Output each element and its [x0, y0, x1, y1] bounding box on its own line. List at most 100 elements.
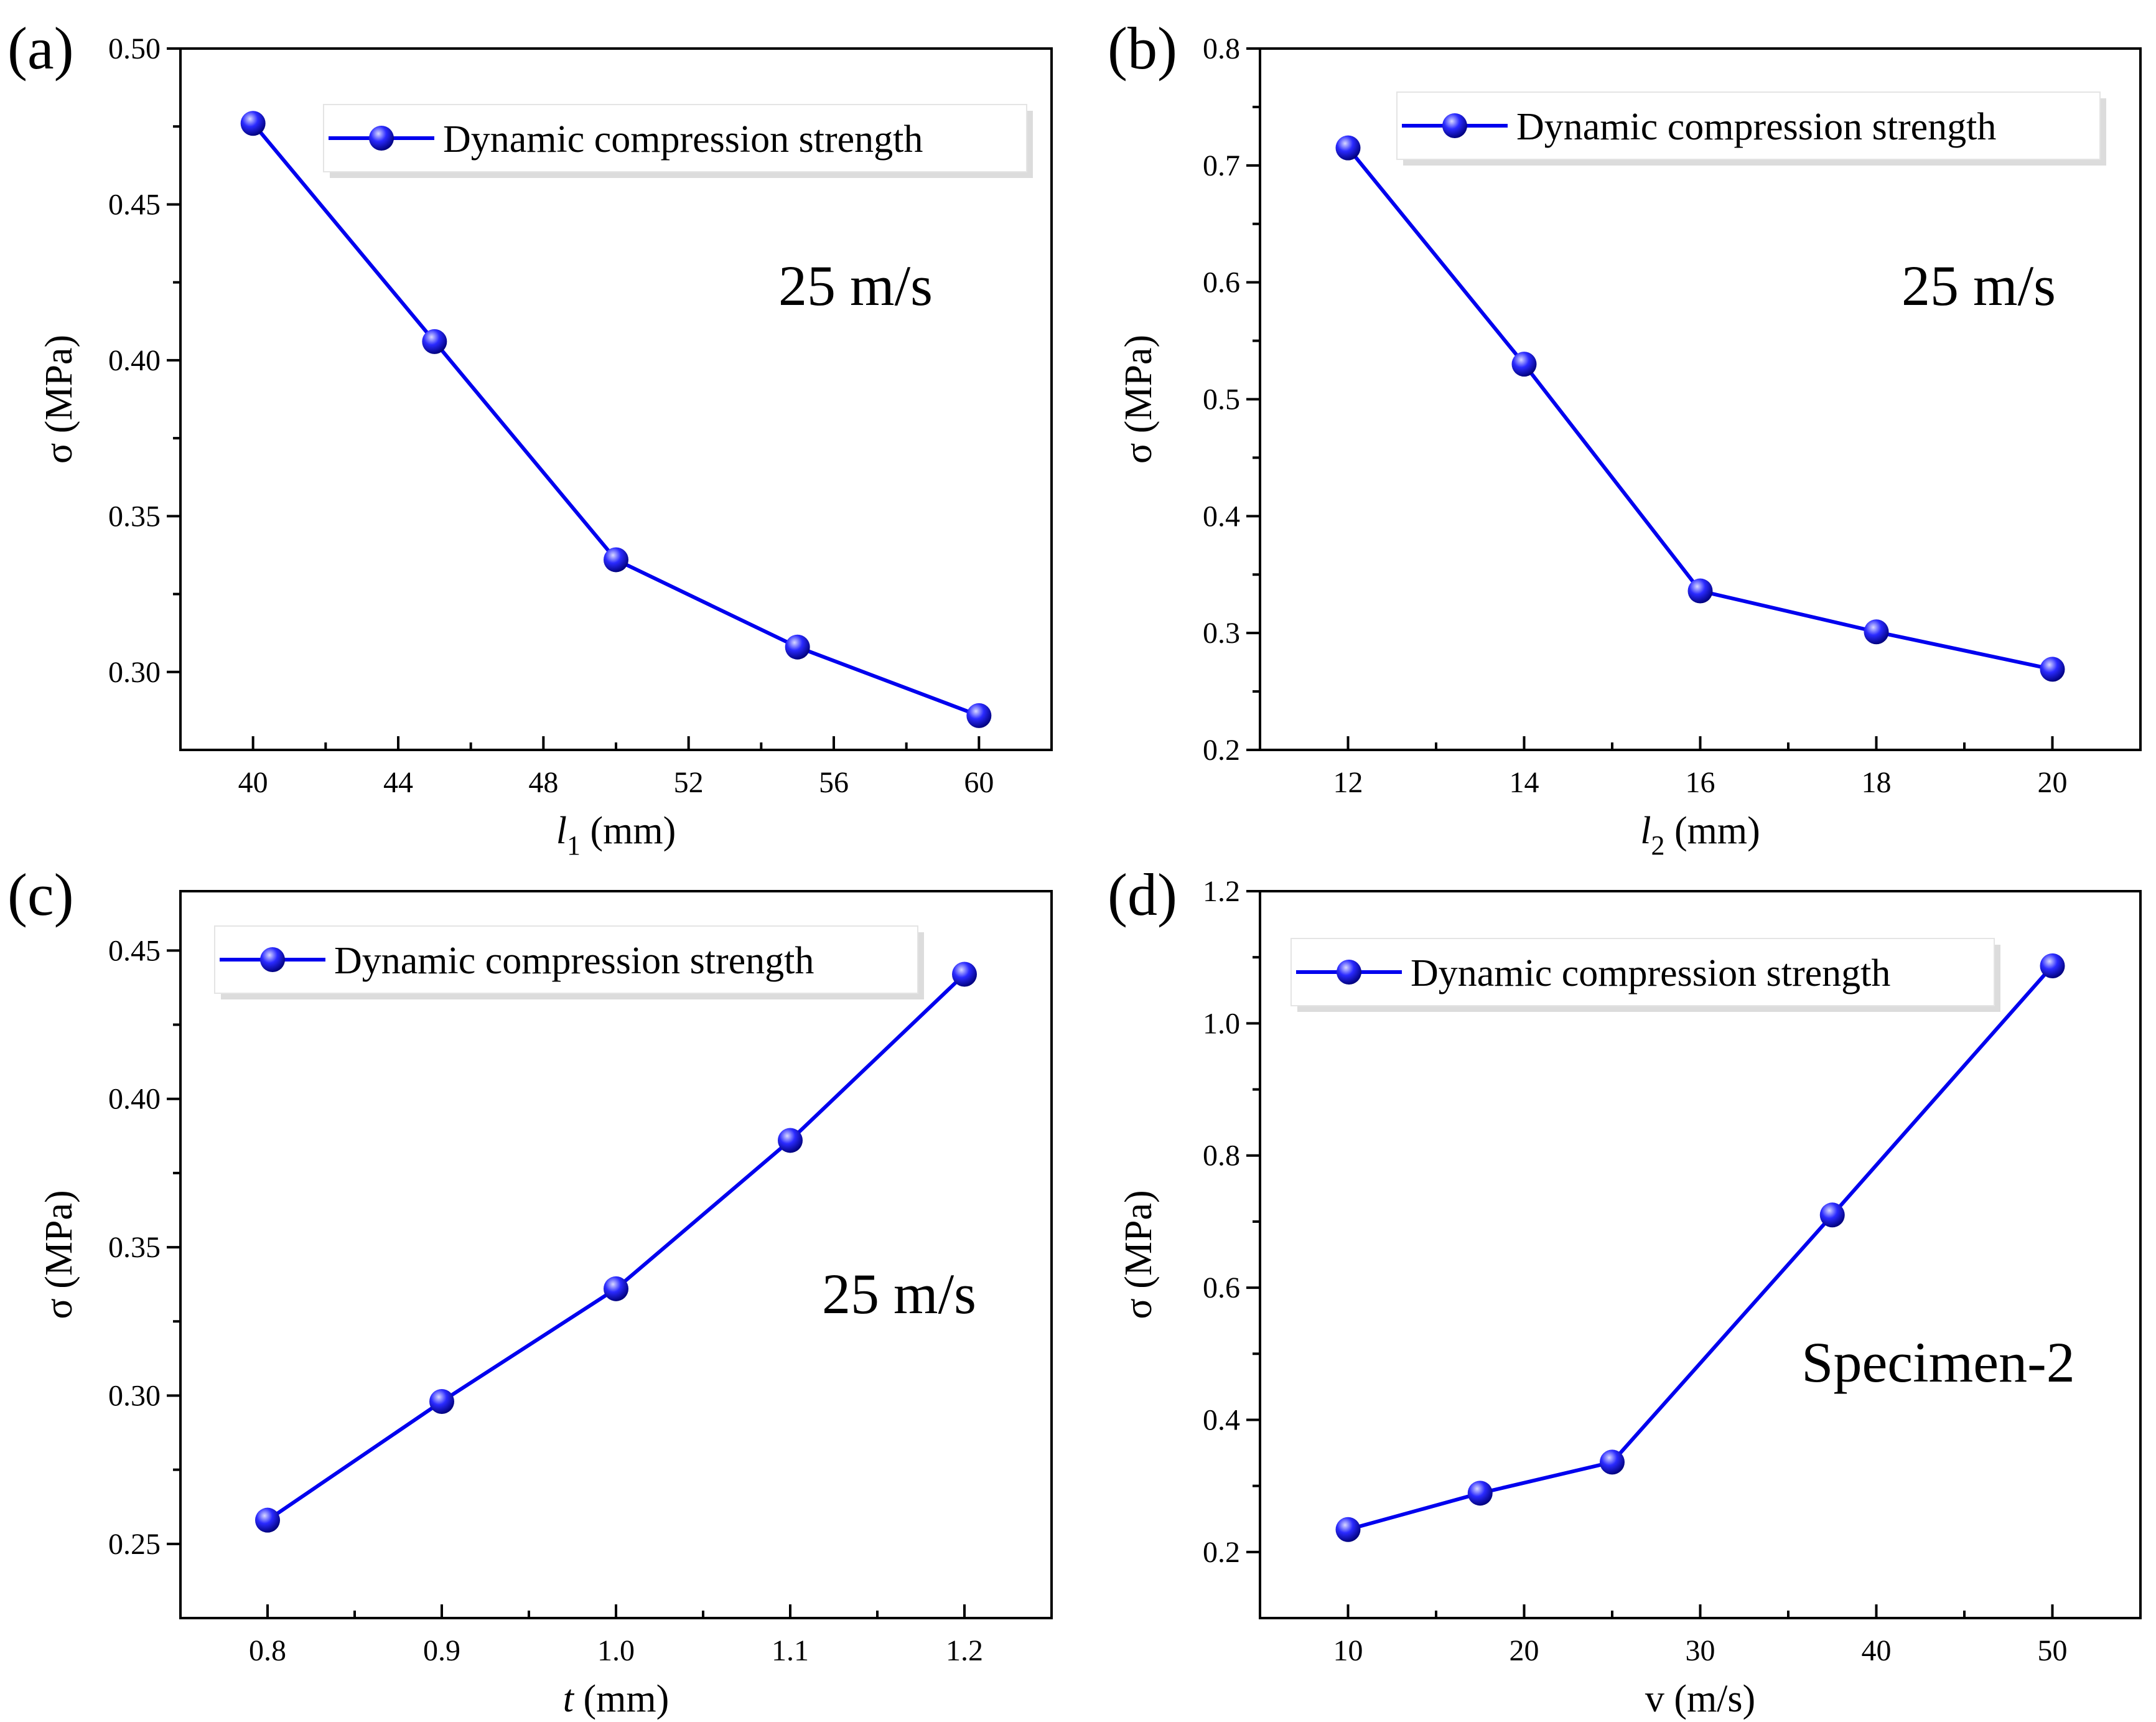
data-point: [785, 634, 810, 660]
x-tick-label: 48: [528, 766, 558, 799]
x-axis-title: l1 (mm): [556, 810, 676, 861]
series-line: [266, 973, 966, 1522]
x-axis-title: t (mm): [563, 1678, 669, 1720]
legend-box: [1290, 938, 1995, 1006]
y-tick-label: 0.7: [1203, 149, 1240, 182]
x-tick-label: 0.8: [249, 1634, 286, 1667]
x-axis-variable: l: [556, 810, 567, 852]
legend-marker-swatch: [369, 126, 394, 151]
legend-marker-swatch: [1442, 113, 1467, 138]
data-point: [1467, 1481, 1493, 1506]
y-tick-label: 0.40: [108, 1083, 161, 1116]
y-tick-label: 0.30: [108, 1379, 161, 1412]
x-axis-unit: v (m/s): [1645, 1678, 1755, 1720]
x-tick-label: 10: [1333, 1634, 1363, 1667]
y-tick-label: 0.2: [1203, 734, 1240, 767]
x-tick-label: 14: [1510, 766, 1539, 799]
y-tick-label: 0.6: [1203, 266, 1240, 299]
condition-annotation: 25 m/s: [1902, 254, 2056, 317]
x-tick-label: 44: [383, 766, 413, 799]
y-tick-label: 0.45: [108, 188, 161, 221]
x-tick-label: 12: [1333, 766, 1363, 799]
x-axis-unit: (mm): [1664, 810, 1760, 852]
y-tick-label: 0.2: [1203, 1536, 1240, 1569]
series-line: [251, 122, 980, 718]
panel-label: (a): [7, 15, 74, 82]
panel-label: (b): [1108, 15, 1177, 82]
condition-annotation: 25 m/s: [822, 1262, 976, 1326]
y-tick-label: 0.8: [1203, 32, 1240, 65]
y-tick-label: 0.4: [1203, 500, 1240, 533]
x-tick-label: 52: [674, 766, 704, 799]
data-point: [2040, 953, 2065, 978]
x-tick-label: 1.1: [772, 1634, 809, 1667]
data-point: [422, 329, 447, 354]
x-tick-label: 40: [1862, 1634, 1892, 1667]
y-tick-label: 0.45: [108, 934, 161, 967]
chart-panel-b: 12 14 16 18 200.20.30.40.50.60.70.8σ (MPa)l2…: [1108, 15, 2142, 861]
y-tick-label: 0.35: [108, 1231, 161, 1264]
x-tick-label: 1.0: [597, 1634, 635, 1667]
x-axis-title: v (m/s): [1645, 1678, 1755, 1720]
data-point: [604, 547, 628, 573]
legend-label: Dynamic compression strength: [1411, 952, 1890, 994]
legend-box: [214, 925, 918, 994]
chart-panel-c: 0.8 0.9 1.0 1.1 1.2 0.25 0.30 0.35 0.40 0.45 σ (MP…: [7, 861, 1053, 1720]
legend-box: [1396, 91, 2101, 160]
chart-panel-d: 10 20 30 40 50 0.2 0.4 0.6 0.8 1.0 1.2 σ (MPa) v (m/…: [1108, 861, 2142, 1720]
data-point: [429, 1388, 454, 1414]
x-tick-label: 56: [819, 766, 849, 799]
y-tick-label: 1.0: [1203, 1007, 1240, 1040]
y-axis-title: σ (MPa): [38, 335, 80, 464]
y-tick-label: 0.4: [1203, 1403, 1240, 1436]
x-axis-subscript: 1: [567, 830, 581, 861]
data-point: [778, 1128, 803, 1153]
x-axis-title: l2 (mm): [1640, 810, 1760, 861]
x-tick-label: 60: [964, 766, 994, 799]
y-tick-label: 0.25: [108, 1528, 161, 1561]
x-tick-label: 0.9: [423, 1634, 460, 1667]
plot-frame: [179, 890, 1053, 1619]
chart-panel-a: 40 44 48 52 56 60 0.30 0.35 0.40 0.45 0.50 σ (MPa) l…: [7, 15, 1053, 861]
data-point: [1511, 352, 1537, 377]
y-tick-label: 0.5: [1203, 383, 1240, 416]
y-axis-title: σ (MPa): [1118, 335, 1160, 464]
data-point: [604, 1276, 628, 1301]
x-tick-label: 16: [1686, 766, 1715, 799]
data-point: [1819, 1202, 1845, 1228]
x-tick-label: 30: [1686, 1634, 1715, 1667]
series-line: [1347, 964, 2054, 1532]
data-point: [966, 703, 992, 728]
data-point: [2040, 657, 2065, 682]
y-tick-label: 0.35: [108, 500, 161, 533]
x-tick-label: 1.2: [946, 1634, 983, 1667]
data-point: [1600, 1449, 1625, 1475]
legend-label: Dynamic compression strength: [334, 940, 814, 982]
legend-marker-swatch: [260, 947, 285, 972]
data-point: [240, 111, 266, 136]
x-tick-label: 18: [1862, 766, 1892, 799]
data-point: [1335, 1517, 1361, 1542]
y-tick-label: 1.2: [1203, 875, 1240, 908]
y-tick-label: 0.50: [108, 32, 161, 65]
x-axis-unit: (mm): [581, 810, 676, 852]
legend-label: Dynamic compression strength: [443, 118, 923, 161]
y-axis-title: σ (MPa): [1118, 1190, 1160, 1319]
condition-annotation: Specimen-2: [1801, 1331, 2074, 1394]
y-axis-title: σ (MPa): [38, 1190, 80, 1319]
data-point: [255, 1507, 280, 1533]
data-point: [952, 962, 977, 987]
legend-label: Dynamic compression strength: [1516, 106, 1996, 148]
x-tick-label: 40: [238, 766, 268, 799]
x-axis-variable: t: [563, 1678, 575, 1720]
legend-box: [323, 104, 1027, 172]
y-tick-label: 0.8: [1203, 1139, 1240, 1172]
y-tick-label: 0.6: [1203, 1271, 1240, 1304]
data-point: [1335, 135, 1361, 161]
x-axis-variable: l: [1640, 810, 1651, 852]
y-tick-label: 0.40: [108, 344, 161, 377]
data-point: [1864, 619, 1889, 645]
data-point: [1687, 578, 1713, 604]
y-tick-label: 0.3: [1203, 617, 1240, 650]
